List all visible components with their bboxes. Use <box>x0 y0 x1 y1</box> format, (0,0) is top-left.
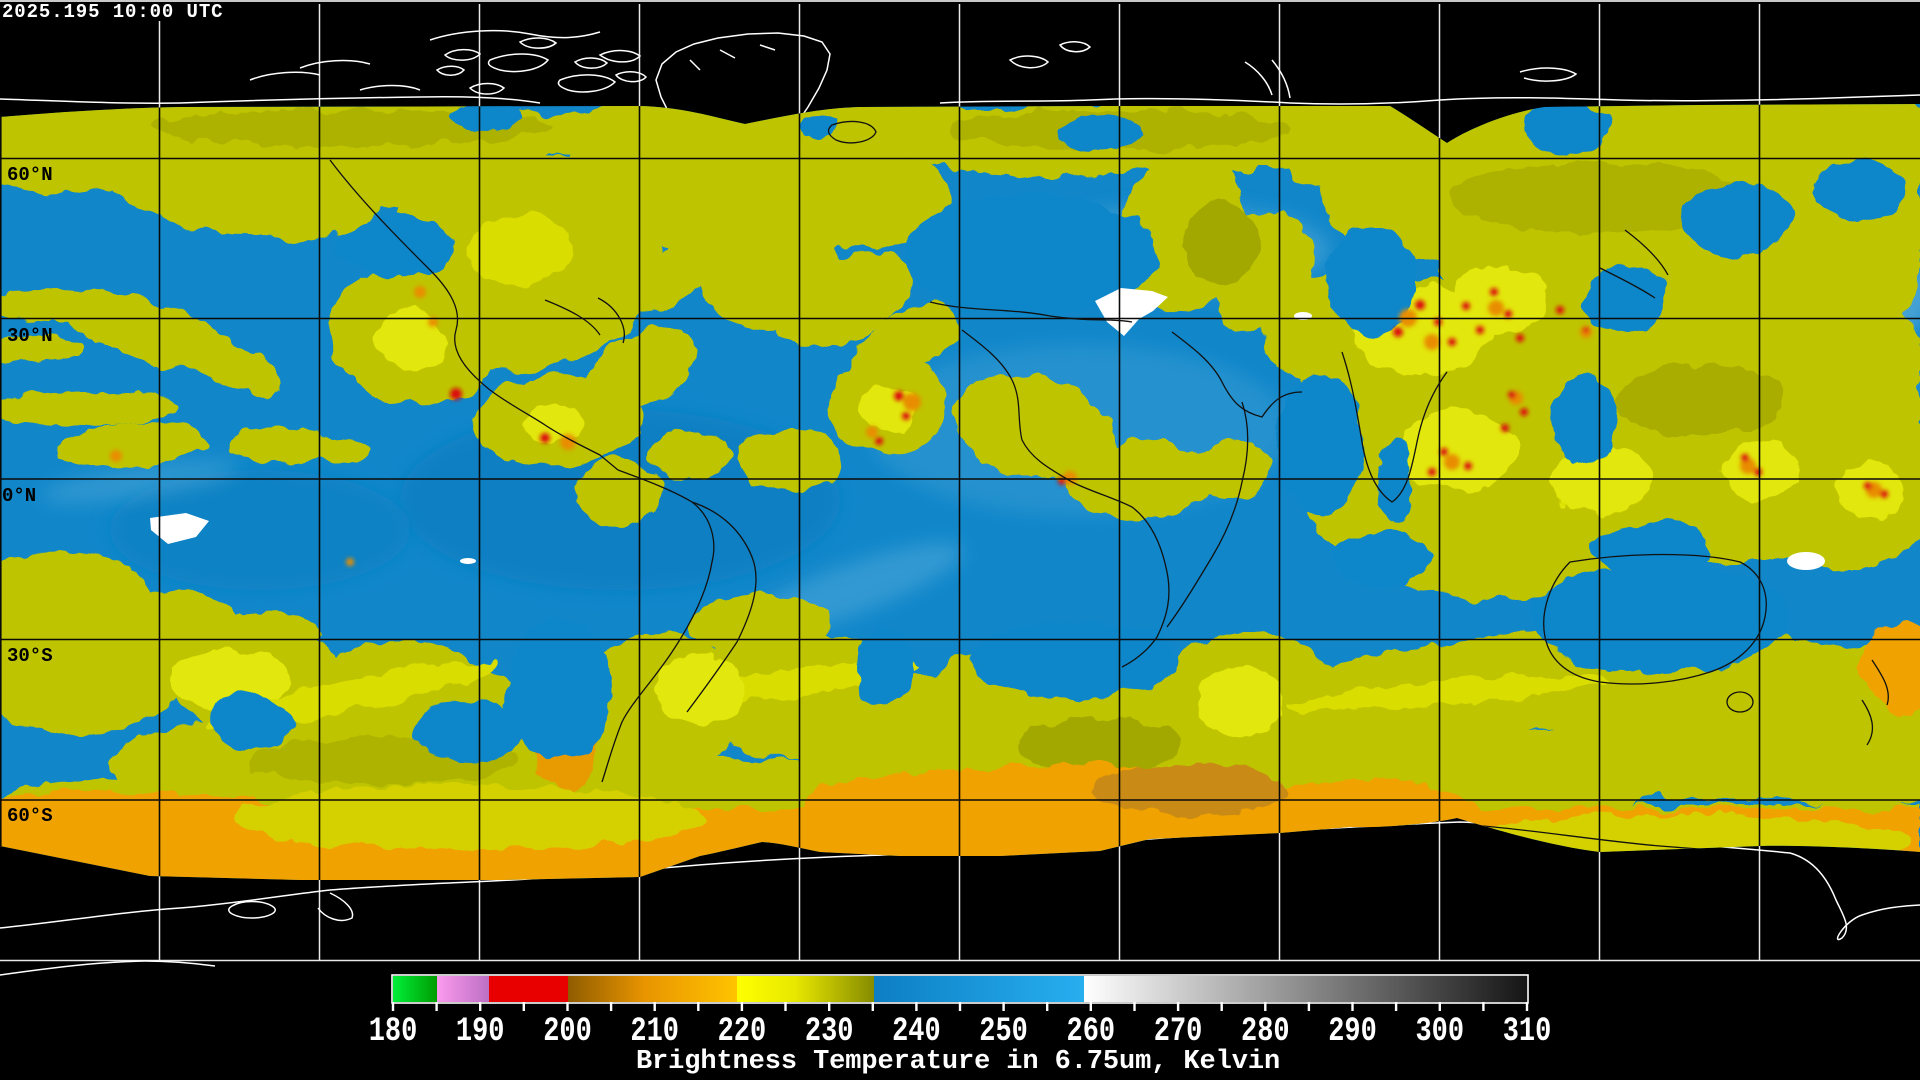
svg-text:250: 250 <box>979 1012 1028 1051</box>
svg-text:Brightness Temperature in 6.75: Brightness Temperature in 6.75um, Kelvin <box>636 1047 1280 1077</box>
svg-text:60°N: 60°N <box>7 164 53 186</box>
svg-text:260: 260 <box>1067 1012 1116 1051</box>
svg-text:310: 310 <box>1503 1012 1552 1051</box>
svg-text:2025.195 10:00 UTC: 2025.195 10:00 UTC <box>2 1 223 23</box>
svg-text:300: 300 <box>1416 1012 1465 1051</box>
svg-text:290: 290 <box>1328 1012 1377 1051</box>
svg-text:180: 180 <box>369 1012 418 1051</box>
svg-text:60°S: 60°S <box>7 805 53 827</box>
svg-text:190: 190 <box>456 1012 505 1051</box>
svg-text:230: 230 <box>805 1012 854 1051</box>
svg-text:30°S: 30°S <box>7 645 53 667</box>
svg-text:210: 210 <box>630 1012 679 1051</box>
svg-text:280: 280 <box>1241 1012 1290 1051</box>
svg-text:0°N: 0°N <box>2 485 36 507</box>
svg-text:220: 220 <box>718 1012 767 1051</box>
svg-text:240: 240 <box>892 1012 941 1051</box>
svg-text:30°N: 30°N <box>7 325 53 347</box>
svg-text:270: 270 <box>1154 1012 1203 1051</box>
svg-text:200: 200 <box>543 1012 592 1051</box>
